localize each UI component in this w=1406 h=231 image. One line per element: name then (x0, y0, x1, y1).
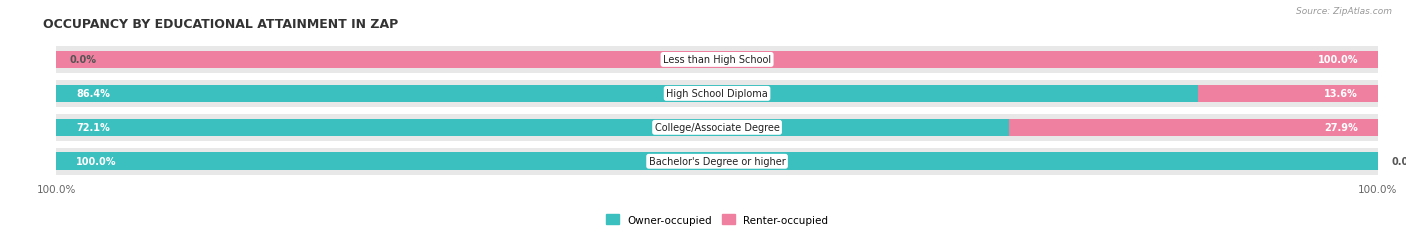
Text: 13.6%: 13.6% (1324, 89, 1358, 99)
Bar (56, 153, 1378, 170)
Text: College/Associate Degree: College/Associate Degree (655, 123, 779, 133)
Bar (56, 85, 1198, 103)
Text: Source: ZipAtlas.com: Source: ZipAtlas.com (1296, 7, 1392, 16)
Bar (1010, 119, 1378, 137)
Text: 27.9%: 27.9% (1324, 123, 1358, 133)
Bar (56, 114, 1378, 141)
Bar (56, 80, 1378, 107)
Text: Bachelor's Degree or higher: Bachelor's Degree or higher (648, 157, 786, 167)
Bar (56, 51, 1378, 69)
Text: 100.0%: 100.0% (1317, 55, 1358, 65)
Text: OCCUPANCY BY EDUCATIONAL ATTAINMENT IN ZAP: OCCUPANCY BY EDUCATIONAL ATTAINMENT IN Z… (44, 18, 398, 30)
Text: 0.0%: 0.0% (69, 55, 97, 65)
Text: 72.1%: 72.1% (76, 123, 110, 133)
Text: 100.0%: 100.0% (76, 157, 117, 167)
Bar (56, 148, 1378, 175)
Text: High School Diploma: High School Diploma (666, 89, 768, 99)
Bar (56, 119, 1010, 137)
Text: Less than High School: Less than High School (664, 55, 770, 65)
Legend: Owner-occupied, Renter-occupied: Owner-occupied, Renter-occupied (602, 210, 832, 229)
Bar (1198, 85, 1378, 103)
Text: 0.0%: 0.0% (1391, 157, 1406, 167)
Text: 86.4%: 86.4% (76, 89, 110, 99)
Bar (56, 47, 1378, 74)
